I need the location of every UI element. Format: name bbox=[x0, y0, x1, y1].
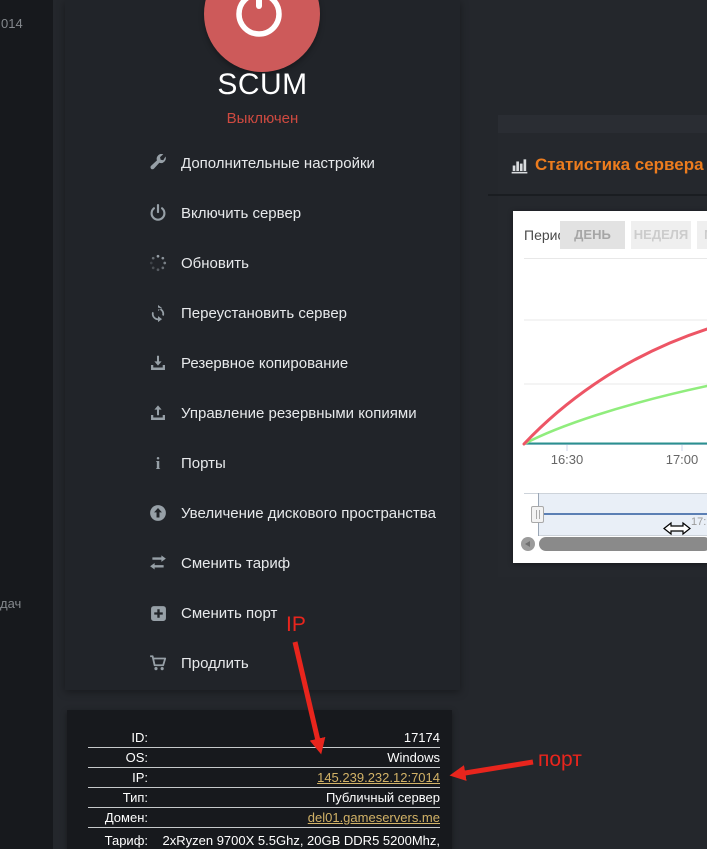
server-os-value: Windows bbox=[387, 750, 440, 765]
power-glyph-icon bbox=[236, 0, 282, 37]
line-chart: 16:30 17:00 bbox=[522, 258, 707, 467]
navigator-time-label: 17: bbox=[691, 516, 707, 528]
left-sidebar: 014 дач bbox=[0, 0, 53, 849]
server-id-value: 17174 bbox=[403, 730, 440, 745]
table-row: IP: 145.239.232.12:7014 bbox=[88, 768, 440, 788]
period-button-day[interactable]: ДЕНЬ bbox=[560, 221, 625, 249]
arrow-up-circle-icon bbox=[148, 503, 168, 523]
menu-item-label: Порты bbox=[181, 454, 226, 472]
table-row: Тип: Публичный сервер bbox=[88, 788, 440, 808]
menu-item-ports[interactable]: i Порты bbox=[65, 438, 460, 488]
annotation-arrow-port bbox=[449, 759, 534, 781]
row-label: ID: bbox=[131, 730, 148, 745]
sidebar-fragment-bottom[interactable]: дач bbox=[0, 596, 22, 611]
sidebar-fragment-top[interactable]: 014 bbox=[1, 16, 23, 31]
table-row: OS: Windows bbox=[88, 748, 440, 768]
stats-header-strip bbox=[498, 115, 707, 133]
bar-chart-icon bbox=[511, 158, 528, 173]
table-row: Домен: del01.gameservers.me bbox=[88, 808, 440, 828]
menu-item-label: Резервное копирование bbox=[181, 354, 349, 372]
wrench-icon bbox=[148, 153, 168, 173]
menu-item-label: Продлить bbox=[181, 654, 249, 672]
spinner-icon bbox=[148, 253, 168, 273]
red-series-line bbox=[522, 327, 707, 446]
info-icon: i bbox=[155, 453, 161, 473]
stats-title: Статистика сервера bbox=[535, 155, 704, 174]
server-actions-menu: Дополнительные настройки Включить сервер… bbox=[65, 138, 460, 688]
server-domain-link[interactable]: del01.gameservers.me bbox=[307, 810, 440, 825]
scrollbar-thumb[interactable] bbox=[539, 537, 707, 551]
row-label: Тариф: bbox=[104, 833, 148, 848]
period-button-month[interactable]: МЕСЯЦ bbox=[697, 221, 707, 249]
menu-item-reinstall-server[interactable]: Переустановить сервер bbox=[65, 288, 460, 338]
scrollbar-left-button[interactable] bbox=[521, 537, 535, 551]
annotation-ip-label: IP bbox=[286, 613, 306, 636]
row-label: Тип: bbox=[122, 790, 148, 805]
annotation-port-label: порт bbox=[538, 748, 582, 771]
chart-scrollbar[interactable] bbox=[513, 537, 707, 551]
server-name: SCUM bbox=[217, 68, 308, 101]
stats-divider bbox=[488, 194, 707, 196]
green-series-line bbox=[522, 384, 707, 446]
menu-item-renew[interactable]: Продлить bbox=[65, 638, 460, 688]
navigator-drag-handle[interactable] bbox=[531, 506, 544, 523]
cart-icon bbox=[148, 653, 168, 673]
menu-item-label: Сменить порт bbox=[181, 604, 278, 622]
menu-item-start-server[interactable]: Включить сервер bbox=[65, 188, 460, 238]
chart-navigator[interactable]: 17: bbox=[513, 493, 707, 536]
menu-item-change-port[interactable]: Сменить порт bbox=[65, 588, 460, 638]
server-plan-value: 2xRyzen 9700X 5.5Ghz, 20GB DDR5 5200Mhz, bbox=[162, 833, 440, 848]
power-icon bbox=[148, 203, 168, 223]
download-icon bbox=[148, 353, 168, 373]
menu-item-label: Сменить тариф bbox=[181, 554, 291, 572]
menu-item-backup[interactable]: Резервное копирование bbox=[65, 338, 460, 388]
menu-item-change-plan[interactable]: Сменить тариф bbox=[65, 538, 460, 588]
navigator-series-line bbox=[538, 513, 707, 515]
swap-icon bbox=[148, 553, 168, 573]
x-tick-label: 17:00 bbox=[666, 452, 699, 467]
refresh-icon bbox=[148, 303, 168, 323]
menu-item-label: Дополнительные настройки bbox=[181, 154, 375, 172]
menu-item-label: Переустановить сервер bbox=[181, 304, 348, 322]
menu-item-update[interactable]: Обновить bbox=[65, 238, 460, 288]
menu-item-increase-disk-space[interactable]: Увеличение дискового пространства bbox=[65, 488, 460, 538]
upload-icon bbox=[148, 403, 168, 423]
menu-item-label: Обновить bbox=[181, 254, 249, 272]
table-row: ID: 17174 bbox=[88, 728, 440, 748]
row-label: Домен: bbox=[104, 810, 148, 825]
x-tick-label: 16:30 bbox=[551, 452, 584, 467]
server-ip-link[interactable]: 145.239.232.12:7014 bbox=[317, 770, 440, 785]
row-label: IP: bbox=[132, 770, 148, 785]
menu-item-additional-settings[interactable]: Дополнительные настройки bbox=[65, 138, 460, 188]
server-type-value: Публичный сервер bbox=[325, 790, 440, 805]
server-info-table: ID: 17174 OS: Windows IP: 145.239.232.12… bbox=[88, 728, 440, 849]
table-row: Тариф: 2xRyzen 9700X 5.5Ghz, 20GB DDR5 5… bbox=[88, 828, 440, 849]
menu-item-label: Увеличение дискового пространства bbox=[181, 504, 436, 522]
menu-item-manage-backups[interactable]: Управление резервными копиями bbox=[65, 388, 460, 438]
row-label: OS: bbox=[125, 750, 148, 765]
stats-chart-panel: Период ДЕНЬ НЕДЕЛЯ МЕСЯЦ 16:30 17:00 17: bbox=[513, 211, 707, 563]
server-stats-card: Статистика сервера Период ДЕНЬ НЕДЕЛЯ МЕ… bbox=[488, 115, 707, 577]
server-card: SCUM Выключен Дополнительные настройки В… bbox=[65, 0, 460, 690]
server-status-badge: Выключен bbox=[226, 110, 299, 127]
period-button-week[interactable]: НЕДЕЛЯ bbox=[631, 221, 691, 249]
plus-square-icon bbox=[148, 603, 168, 623]
menu-item-label: Управление резервными копиями bbox=[181, 404, 417, 422]
menu-item-label: Включить сервер bbox=[181, 204, 302, 222]
server-info-card: ID: 17174 OS: Windows IP: 145.239.232.12… bbox=[67, 710, 452, 849]
